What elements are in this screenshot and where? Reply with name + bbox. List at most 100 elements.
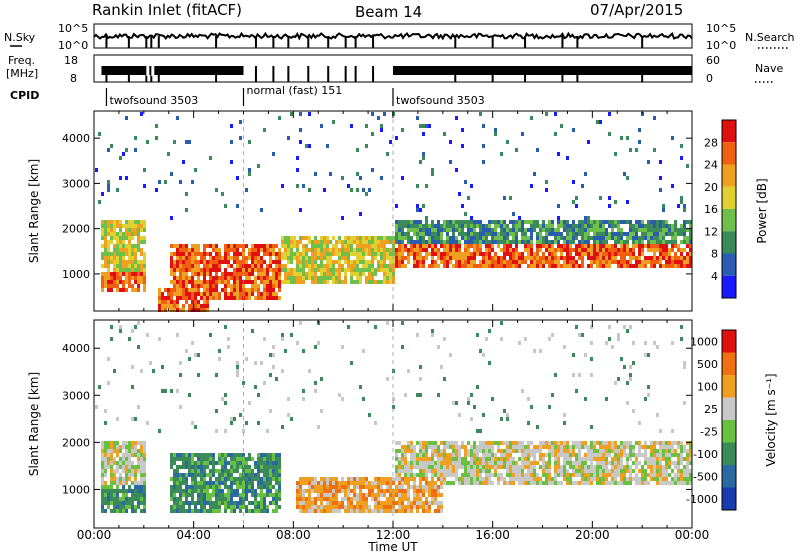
heatmap-cell xyxy=(587,244,590,248)
heatmap-cell xyxy=(230,124,233,128)
heatmap-cell xyxy=(260,481,263,485)
heatmap-cell xyxy=(182,481,185,485)
heatmap-cell xyxy=(584,461,587,465)
heatmap-cell xyxy=(548,252,551,256)
heatmap-cell xyxy=(248,272,251,276)
heatmap-cell xyxy=(173,493,176,497)
heatmap-cell xyxy=(569,232,572,236)
heatmap-cell xyxy=(395,232,398,236)
heatmap-cell xyxy=(347,497,350,501)
heatmap-cell xyxy=(455,168,458,172)
heatmap-cell xyxy=(641,252,644,256)
heatmap-cell xyxy=(626,481,629,485)
heatmap-cell xyxy=(317,256,320,260)
heatmap-cell xyxy=(326,477,329,481)
heatmap-cell xyxy=(320,268,323,272)
heatmap-cell xyxy=(620,453,623,457)
heatmap-cell xyxy=(290,276,293,280)
heatmap-cell xyxy=(200,489,203,493)
heatmap-cell xyxy=(560,252,563,256)
heatmap-cell xyxy=(116,188,119,192)
heatmap-cell xyxy=(212,481,215,485)
heatmap-cell xyxy=(209,333,212,337)
heatmap-cell xyxy=(323,489,326,493)
heatmap-cell xyxy=(191,180,194,184)
heatmap-cell xyxy=(653,224,656,228)
heatmap-cell xyxy=(245,244,248,248)
heatmap-cell xyxy=(434,485,437,489)
heatmap-cell xyxy=(257,288,260,292)
heatmap-cell xyxy=(653,341,656,345)
heatmap-cell xyxy=(491,240,494,244)
heatmap-cell xyxy=(146,140,149,144)
heatmap-cell xyxy=(575,325,578,329)
heatmap-cell xyxy=(179,477,182,481)
heatmap-cell xyxy=(329,485,332,489)
heatmap-cell xyxy=(656,260,659,264)
heatmap-cell xyxy=(491,244,494,248)
heatmap-cell xyxy=(533,264,536,268)
heatmap-cell xyxy=(485,481,488,485)
heatmap-cell xyxy=(629,449,632,453)
heatmap-cell xyxy=(521,477,524,481)
heatmap-cell xyxy=(647,224,650,228)
heatmap-cell xyxy=(116,248,119,252)
heatmap-cell xyxy=(395,441,398,445)
heatmap-cell xyxy=(218,485,221,489)
heatmap-cell xyxy=(293,256,296,260)
heatmap-cell xyxy=(680,477,683,481)
heatmap-cell xyxy=(689,248,692,252)
heatmap-cell xyxy=(272,252,275,256)
nsky-tick-bottom: 10^0 xyxy=(58,39,88,52)
heatmap-cell xyxy=(227,252,230,256)
heatmap-cell xyxy=(137,248,140,252)
heatmap-cell xyxy=(215,497,218,501)
heatmap-cell xyxy=(311,248,314,252)
heatmap-cell xyxy=(119,477,122,481)
heatmap-cell xyxy=(665,260,668,264)
heatmap-cell xyxy=(668,461,671,465)
heatmap-cell xyxy=(506,244,509,248)
heatmap-cell xyxy=(455,453,458,457)
heatmap-cell xyxy=(392,264,395,268)
heatmap-cell xyxy=(446,457,449,461)
heatmap-cell xyxy=(674,461,677,465)
heatmap-cell xyxy=(518,445,521,449)
heatmap-cell xyxy=(614,481,617,485)
heatmap-cell xyxy=(317,493,320,497)
heatmap-cell xyxy=(455,449,458,453)
heatmap-cell xyxy=(653,116,656,120)
heatmap-cell xyxy=(107,280,110,284)
heatmap-cell xyxy=(377,280,380,284)
heatmap-cell xyxy=(161,304,164,308)
freq-tick-bottom: 8 xyxy=(70,72,77,85)
heatmap-cell xyxy=(275,505,278,509)
heatmap-cell xyxy=(593,228,596,232)
heatmap-cell xyxy=(422,441,425,445)
heatmap-cell xyxy=(194,473,197,477)
heatmap-cell xyxy=(677,260,680,264)
heatmap-cell xyxy=(269,477,272,481)
heatmap-cell xyxy=(641,477,644,481)
heatmap-cell xyxy=(509,457,512,461)
heatmap-cell xyxy=(686,240,689,244)
heatmap-cell xyxy=(353,240,356,244)
heatmap-cell xyxy=(608,449,611,453)
heatmap-cell xyxy=(170,461,173,465)
heatmap-cell xyxy=(275,469,278,473)
heatmap-cell xyxy=(350,477,353,481)
heatmap-cell xyxy=(524,244,527,248)
heatmap-cell xyxy=(290,248,293,252)
heatmap-cell xyxy=(587,453,590,457)
heatmap-cell xyxy=(458,228,461,232)
heatmap-cell xyxy=(137,481,140,485)
heatmap-cell xyxy=(278,481,281,485)
heatmap-cell xyxy=(179,505,182,509)
heatmap-cell xyxy=(497,477,500,481)
heatmap-cell xyxy=(689,461,692,465)
heatmap-cell xyxy=(563,256,566,260)
heatmap-cell xyxy=(182,501,185,505)
heatmap-cell xyxy=(635,465,638,469)
heatmap-cell xyxy=(272,469,275,473)
heatmap-cell xyxy=(137,244,140,248)
